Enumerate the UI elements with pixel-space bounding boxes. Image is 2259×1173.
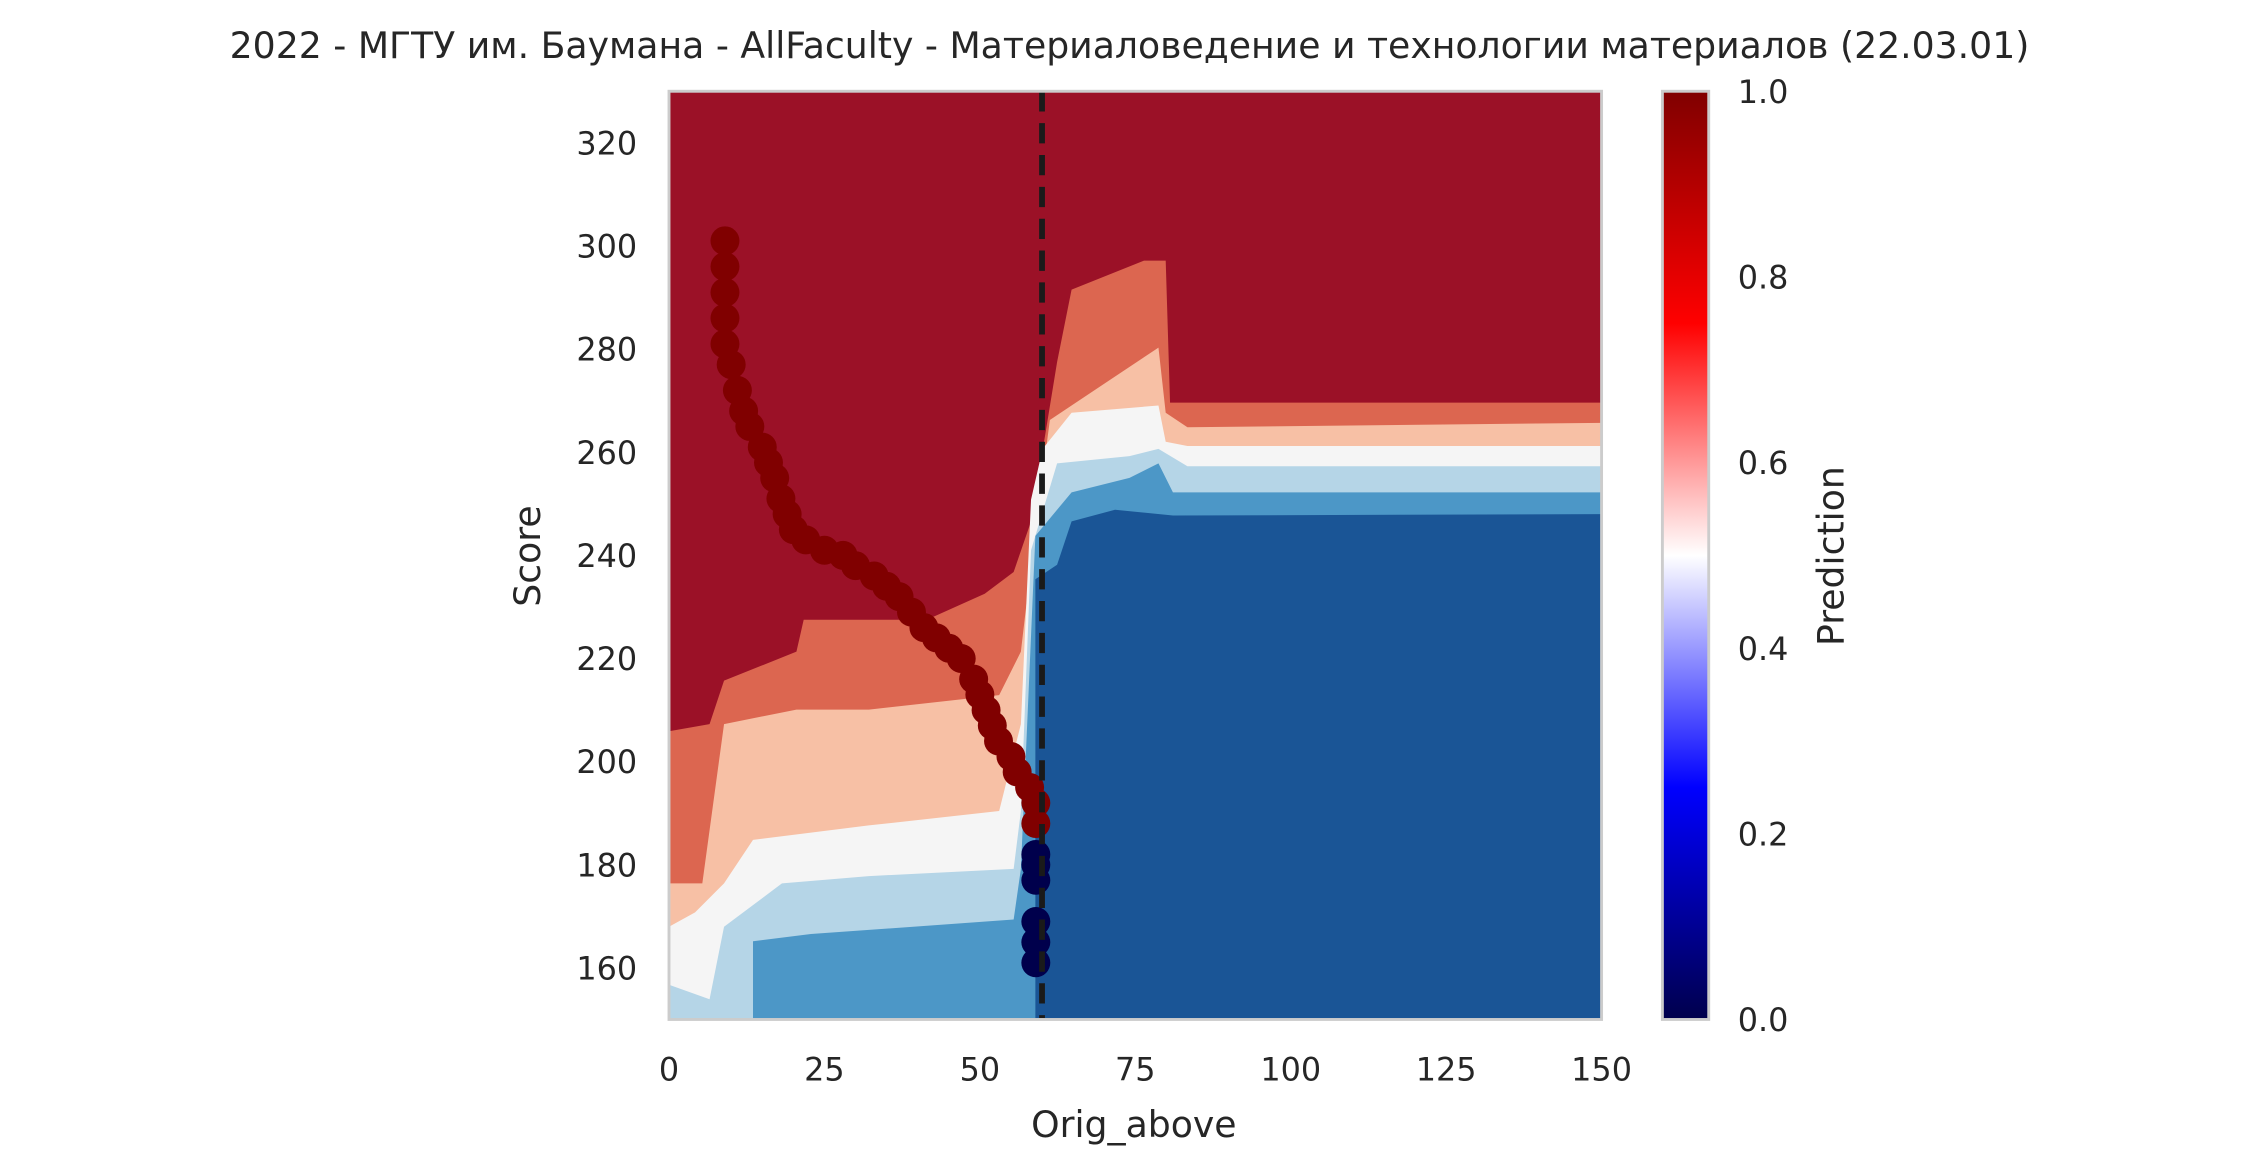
colorbar-tick-label: 0.2 — [1738, 815, 1789, 853]
y-tick-label: 200 — [576, 743, 637, 781]
colorbar-tick-label: 0.4 — [1738, 630, 1789, 668]
x-tick-label: 50 — [960, 1050, 1001, 1088]
colorbar-tick-label: 0.6 — [1738, 444, 1789, 482]
y-tick-label: 300 — [576, 228, 637, 266]
scatter-point — [1021, 865, 1051, 895]
x-tick-label: 0 — [659, 1050, 679, 1088]
contour-band — [1035, 509, 1602, 1020]
x-tick-label: 75 — [1115, 1050, 1156, 1088]
colorbar-tick-label: 0.0 — [1738, 1001, 1789, 1039]
y-tick-label: 280 — [576, 331, 637, 369]
colorbar-tick-label: 0.8 — [1738, 258, 1789, 296]
scatter-point — [710, 303, 740, 333]
x-tick-label: 25 — [804, 1050, 845, 1088]
scatter-point — [710, 252, 740, 282]
y-tick-label: 260 — [576, 434, 637, 472]
chart-title: 2022 - МГТУ им. Баумана - AllFaculty - М… — [230, 24, 2030, 67]
scatter-point — [1021, 948, 1051, 978]
y-tick-label: 180 — [576, 846, 637, 884]
x-axis-label: Orig_above — [1031, 1103, 1236, 1146]
plot-frame — [667, 89, 1604, 1021]
colorbar-label: Prediction — [1809, 466, 1852, 646]
colorbar — [1660, 89, 1711, 1021]
y-tick-label: 220 — [576, 640, 637, 678]
contour-field — [669, 91, 1602, 1020]
colorbar-tick-label: 1.0 — [1738, 73, 1789, 111]
scatter-point — [716, 350, 746, 380]
y-axis-label: Score — [506, 505, 549, 606]
y-tick-label: 160 — [576, 949, 637, 987]
y-tick-label: 240 — [576, 537, 637, 575]
marks — [710, 91, 1051, 1020]
x-tick-label: 100 — [1260, 1050, 1321, 1088]
x-tick-label: 125 — [1416, 1050, 1477, 1088]
scatter-point — [710, 277, 740, 307]
y-tick-label: 320 — [576, 124, 637, 162]
scatter-point — [1021, 809, 1051, 838]
scatter-point — [710, 226, 740, 256]
x-tick-label: 150 — [1571, 1050, 1632, 1088]
